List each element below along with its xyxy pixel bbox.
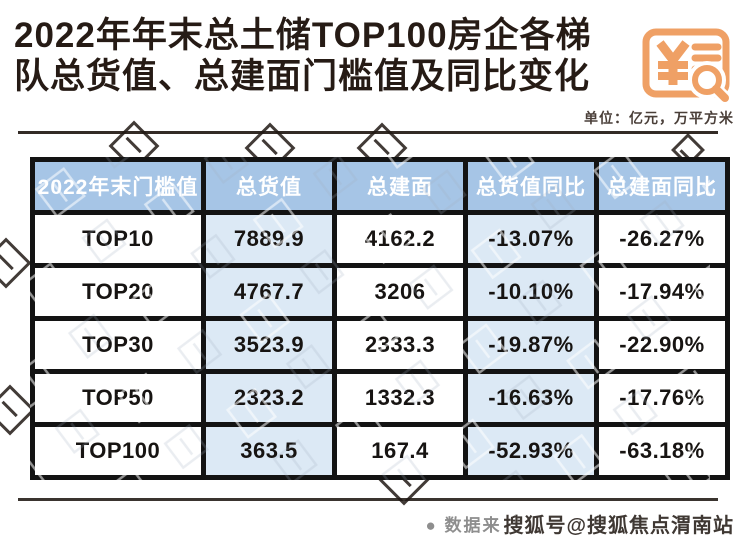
value-cell: 4162.2 [332,210,468,268]
value-cell: -26.27% [594,210,730,268]
value-cell: -19.87% [463,316,599,374]
page-title-line2: 队总货值、总建面门槛值及同比变化 [14,56,591,96]
money-document-search-icon [642,28,732,105]
value-cell: -10.10% [463,263,599,321]
value-cell: 363.5 [201,422,337,480]
value-cell: 3206 [332,263,468,321]
tier-label: TOP30 [30,316,206,374]
value-cell: -22.90% [594,316,730,374]
value-cell: 7889.9 [201,210,337,268]
tier-label: TOP20 [30,263,206,321]
value-cell: -17.76% [594,369,730,427]
land-reserve-table: 2022年末门槛值 总货值 总建面 总货值同比 总建面同比 TOP10 7889.9 416… [30,157,730,480]
table-header-row: 2022年末门槛值 总货值 总建面 总货值同比 总建面同比 [30,157,730,215]
unit-label: 单位：亿元，万平方米 [584,110,734,126]
watermark-fragment [0,237,32,289]
value-cell: -13.07% [463,210,599,268]
column-header: 总货值同比 [463,157,599,215]
tier-label: TOP50 [30,369,206,427]
value-cell: -52.93% [463,422,599,480]
table-row: TOP50 2323.2 1332.3 -16.63% -17.76% [30,369,730,427]
sohu-watermark-text: 搜狐号@搜狐焦点渭南站 [503,515,734,537]
data-source-text: ● 数据来 [425,511,501,536]
value-cell: -17.94% [594,263,730,321]
data-source-prefix: 数据来 [444,516,502,535]
page-title-line1: 2022年年末总土储TOP100房企各梯 [14,16,592,55]
value-cell: 1332.3 [332,369,468,427]
value-cell: -16.63% [463,369,599,427]
page-title: 2022年年末总土储TOP100房企各梯 队总货值、总建面门槛值及同比变化 [14,16,644,97]
bullet-icon: ● [425,516,438,535]
value-cell: 2333.3 [332,316,468,374]
column-header: 2022年末门槛值 [30,157,206,215]
column-header: 总建面 [332,157,468,215]
value-cell: 4767.7 [201,263,337,321]
column-header: 总货值 [201,157,337,215]
value-cell: -63.18% [594,422,730,480]
divider-top [18,131,718,134]
table-row: TOP30 3523.9 2333.3 -19.87% -22.90% [30,316,730,374]
table-row: TOP10 7889.9 4162.2 -13.07% -26.27% [30,210,730,268]
value-cell: 167.4 [332,422,468,480]
tier-label: TOP100 [30,422,206,480]
divider-bottom [18,498,718,501]
tier-label: TOP10 [30,210,206,268]
table-row: TOP20 4767.7 3206 -10.10% -17.94% [30,263,730,321]
value-cell: 3523.9 [201,316,337,374]
column-header: 总建面同比 [594,157,730,215]
footer: ● 数据来 搜狐号@搜狐焦点渭南站 [0,509,734,538]
table-row: TOP100 363.5 167.4 -52.93% -63.18% [30,422,730,480]
value-cell: 2323.2 [201,369,337,427]
